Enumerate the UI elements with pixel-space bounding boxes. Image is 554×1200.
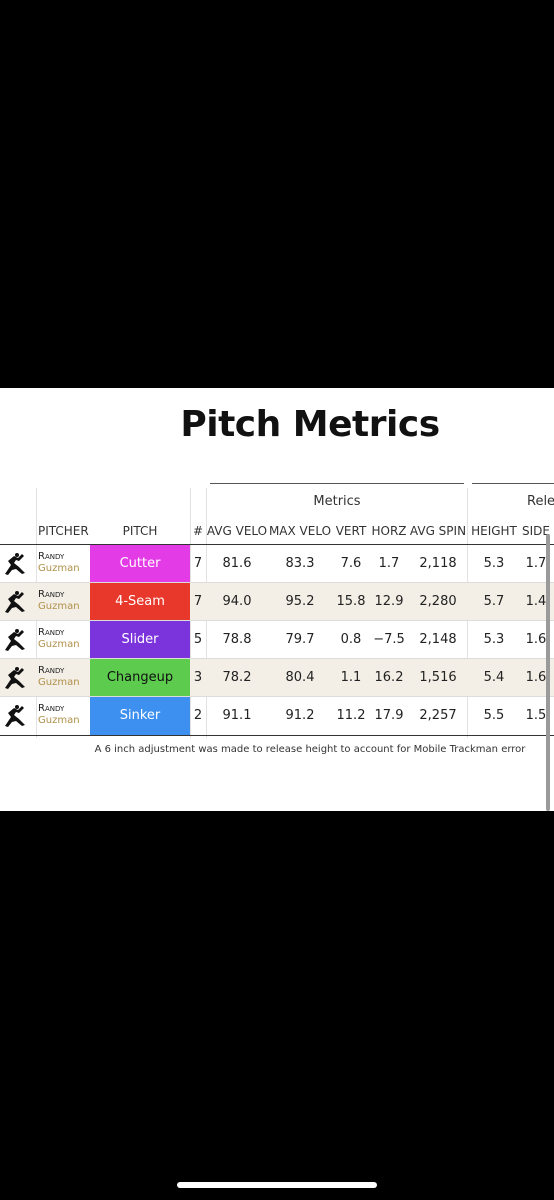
- pitcher-last-name: Guzman: [38, 715, 80, 726]
- pitcher-name: Randy Guzman: [38, 665, 80, 689]
- cell-avg-velo: 91.1: [222, 708, 252, 723]
- table-bottom-rule: [0, 735, 554, 736]
- pitcher-silhouette-icon: [5, 705, 25, 727]
- cell-horz: 1.7: [378, 556, 400, 571]
- pitcher-first-name: Randy: [38, 551, 65, 562]
- cell-side: 1.7: [525, 556, 547, 571]
- row-divider: [0, 658, 554, 659]
- header-pitch[interactable]: PITCH: [122, 524, 158, 538]
- header-avg-velo[interactable]: AVG VELO: [206, 524, 268, 538]
- pitcher-silhouette-icon: [5, 629, 25, 651]
- cell-avg-velo: 78.8: [222, 632, 252, 647]
- cell-avg-spin: 2,118: [419, 556, 457, 571]
- cell-height: 5.4: [483, 670, 505, 685]
- cell-avg-velo: 78.2: [222, 670, 252, 685]
- pitcher-name: Randy Guzman: [38, 551, 80, 575]
- pitcher-last-name: Guzman: [38, 677, 80, 688]
- cell-horz: 12.9: [374, 594, 404, 609]
- cell-horz: 16.2: [374, 670, 404, 685]
- table-row[interactable]: Randy Guzman Sinker 2 91.1 91.2 11.2 17.9 2,257 5…: [0, 697, 554, 735]
- pitcher-first-name: Randy: [38, 703, 65, 714]
- cell-count: 7: [193, 556, 203, 571]
- pitcher-last-name: Guzman: [38, 639, 80, 650]
- header-max-velo[interactable]: MAX VELO: [268, 524, 332, 538]
- cell-side: 1.6: [525, 632, 547, 647]
- row-divider: [0, 582, 554, 583]
- cell-avg-velo: 81.6: [222, 556, 252, 571]
- cell-max-velo: 95.2: [285, 594, 315, 609]
- cell-height: 5.5: [483, 708, 505, 723]
- table-footnote: A 6 inch adjustment was made to release …: [94, 744, 526, 755]
- cell-max-velo: 83.3: [285, 556, 315, 571]
- cell-count: 2: [193, 708, 203, 723]
- vertical-scrollbar[interactable]: [546, 534, 550, 811]
- header-horz[interactable]: HORZ: [371, 524, 407, 538]
- cell-max-velo: 80.4: [285, 670, 315, 685]
- header-avg-spin[interactable]: AVG SPIN: [409, 524, 467, 538]
- header-count[interactable]: #: [192, 524, 204, 538]
- cell-max-velo: 79.7: [285, 632, 315, 647]
- header-height[interactable]: HEIGHT: [471, 524, 517, 538]
- page-title: Pitch Metrics: [180, 404, 440, 445]
- cell-vert: 0.8: [340, 632, 362, 647]
- cell-height: 5.3: [483, 632, 505, 647]
- cell-height: 5.7: [483, 594, 505, 609]
- cell-count: 3: [193, 670, 203, 685]
- cell-side: 1.5: [525, 708, 547, 723]
- pitcher-silhouette-icon: [5, 667, 25, 689]
- pitcher-name: Randy Guzman: [38, 627, 80, 651]
- pitcher-silhouette-icon: [5, 591, 25, 613]
- metrics-group-header: Metrics: [313, 494, 361, 509]
- release-group-header: Relea: [527, 494, 554, 509]
- release-group-rule: [472, 483, 554, 484]
- pitcher-first-name: Randy: [38, 627, 65, 638]
- cell-avg-spin: 2,280: [419, 594, 457, 609]
- pitcher-first-name: Randy: [38, 665, 65, 676]
- cell-vert: 1.1: [340, 670, 362, 685]
- pitcher-silhouette-icon: [5, 553, 25, 575]
- pitch-type-badge: Slider: [90, 621, 190, 659]
- header-vert[interactable]: VERT: [335, 524, 367, 538]
- cell-height: 5.3: [483, 556, 505, 571]
- cell-avg-spin: 2,257: [419, 708, 457, 723]
- cell-count: 7: [193, 594, 203, 609]
- table-row[interactable]: Randy Guzman Slider 5 78.8 79.7 0.8 −7.5 2,148 5.…: [0, 621, 554, 659]
- pitcher-first-name: Randy: [38, 589, 65, 600]
- cell-side: 1.6: [525, 670, 547, 685]
- cell-avg-spin: 1,516: [419, 670, 457, 685]
- pitch-metrics-panel: Pitch Metrics Metrics Relea PITCHER PITC…: [0, 388, 554, 811]
- cell-count: 5: [193, 632, 203, 647]
- pitcher-last-name: Guzman: [38, 563, 80, 574]
- metrics-group-rule: [210, 483, 464, 484]
- cell-side: 1.4: [525, 594, 547, 609]
- cell-horz: 17.9: [374, 708, 404, 723]
- cell-vert: 7.6: [340, 556, 362, 571]
- home-indicator[interactable]: [177, 1182, 377, 1188]
- pitch-type-badge: Changeup: [90, 659, 190, 697]
- header-side[interactable]: SIDE: [522, 524, 550, 538]
- pitcher-last-name: Guzman: [38, 601, 80, 612]
- pitch-type-badge: 4-Seam Fastball: [90, 583, 190, 647]
- pitch-type-badge: Cutter: [90, 545, 190, 583]
- pitch-type-badge: Sinker: [90, 697, 190, 735]
- header-rule: [0, 544, 554, 545]
- cell-avg-velo: 94.0: [222, 594, 252, 609]
- cell-vert: 15.8: [336, 594, 366, 609]
- header-pitcher[interactable]: PITCHER: [38, 524, 89, 538]
- cell-max-velo: 91.2: [285, 708, 315, 723]
- pitcher-name: Randy Guzman: [38, 703, 80, 727]
- pitcher-name: Randy Guzman: [38, 589, 80, 613]
- row-divider: [0, 696, 554, 697]
- row-divider: [0, 620, 554, 621]
- cell-avg-spin: 2,148: [419, 632, 457, 647]
- table-row[interactable]: Randy Guzman Changeup 3 78.2 80.4 1.1 16.2 1,516…: [0, 659, 554, 697]
- cell-vert: 11.2: [336, 708, 366, 723]
- cell-horz: −7.5: [373, 632, 405, 647]
- table-row[interactable]: Randy Guzman Cutter 7 81.6 83.3 7.6 1.7 2,118 5.3…: [0, 545, 554, 583]
